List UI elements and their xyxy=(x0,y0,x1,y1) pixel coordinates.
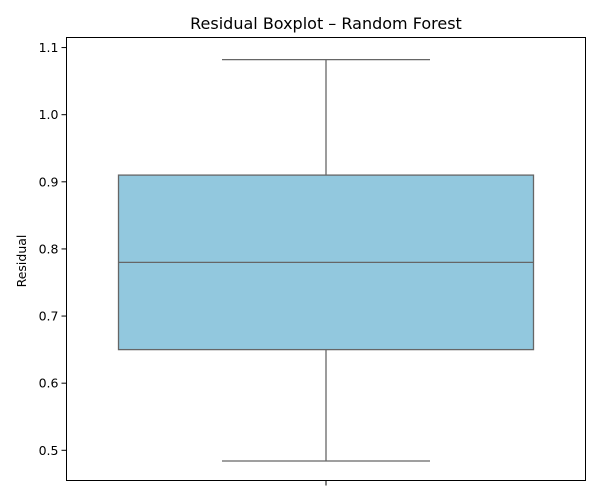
chart-title: Residual Boxplot – Random Forest xyxy=(190,14,462,33)
y-tick-label: 0.6 xyxy=(39,376,59,391)
box-plot xyxy=(117,59,535,462)
y-tick-label: 1.1 xyxy=(39,40,59,55)
y-axis-label: Residual xyxy=(14,235,29,288)
y-tick-label: 0.7 xyxy=(39,309,59,324)
y-tick-label: 1.0 xyxy=(39,107,59,122)
y-axis-ticks: 0.5 0.6 0.7 0.8 0.9 1.0 1.1 xyxy=(39,40,67,458)
y-tick-label: 0.8 xyxy=(39,241,59,256)
y-tick-label: 0.5 xyxy=(39,443,59,458)
y-tick-label: 0.9 xyxy=(39,174,59,189)
